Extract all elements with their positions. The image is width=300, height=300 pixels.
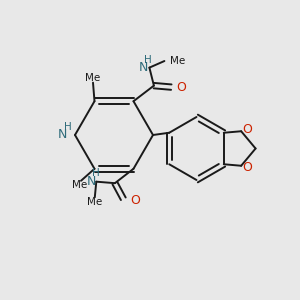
Text: H: H	[64, 122, 71, 132]
Text: Me: Me	[85, 73, 100, 83]
Text: O: O	[242, 161, 252, 174]
Text: Me: Me	[87, 197, 102, 207]
Text: Me: Me	[72, 180, 87, 190]
Text: H: H	[92, 168, 100, 178]
Text: Me: Me	[170, 56, 185, 66]
Text: O: O	[242, 123, 252, 136]
Text: O: O	[177, 81, 187, 94]
Text: N: N	[139, 61, 148, 74]
Text: H: H	[144, 55, 152, 65]
Text: N: N	[87, 175, 96, 188]
Text: N: N	[58, 128, 68, 142]
Text: O: O	[130, 194, 140, 207]
